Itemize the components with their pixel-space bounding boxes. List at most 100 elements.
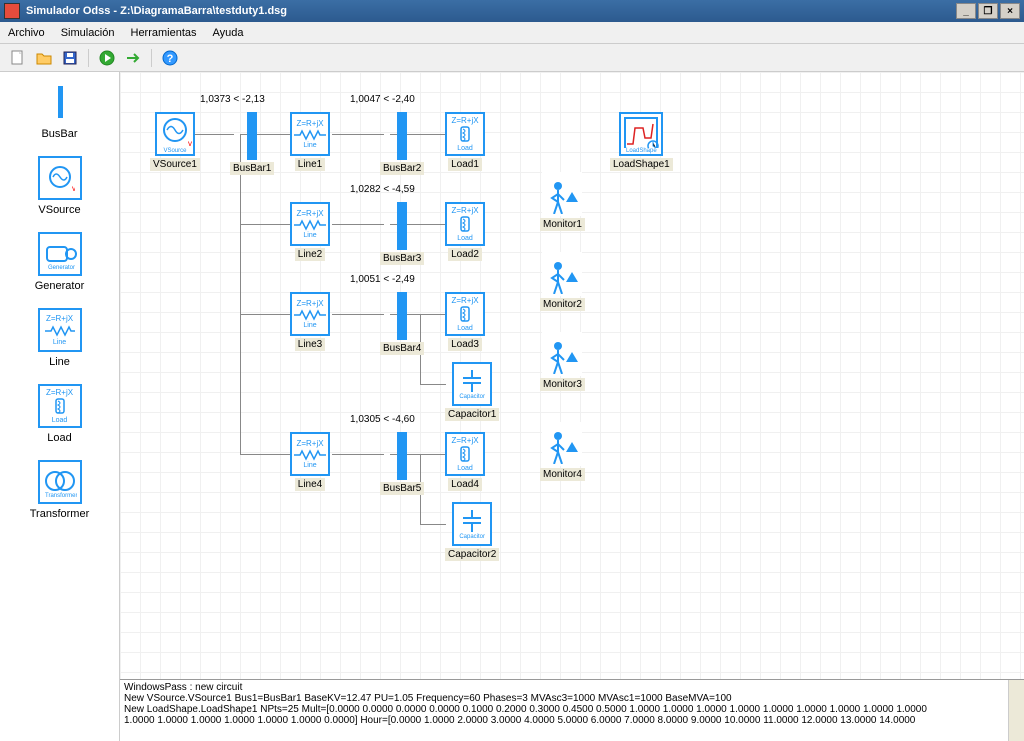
component-monitor4[interactable]: Monitor4 xyxy=(540,422,585,481)
palette-busbar[interactable]: BusBar xyxy=(38,80,82,140)
line-icon: Z=R+jXLine xyxy=(290,432,330,476)
transformer-icon: Transformer xyxy=(38,460,82,504)
help-button[interactable]: ? xyxy=(160,48,180,68)
busbar-icon xyxy=(38,80,82,124)
component-label: Line3 xyxy=(295,338,325,351)
new-button[interactable] xyxy=(8,48,28,68)
component-label: Line2 xyxy=(295,248,325,261)
palette-label: VSource xyxy=(38,204,80,216)
component-label: VSource1 xyxy=(150,158,200,171)
save-disk-icon xyxy=(62,50,78,66)
component-capacitor1[interactable]: Capacitor Capacitor1 xyxy=(445,362,499,421)
busbar-icon xyxy=(397,202,407,250)
busbar-icon xyxy=(397,292,407,340)
menu-ayuda[interactable]: Ayuda xyxy=(213,27,244,39)
wire xyxy=(332,224,384,225)
component-label: BusBar2 xyxy=(380,162,424,175)
canvas-wrap: vVSource VSource1 BusBar1 1,0373 < -2,13 Z=R… xyxy=(120,72,1024,741)
component-load2[interactable]: Z=R+jXLoadLoad2 xyxy=(445,202,485,261)
close-button[interactable]: × xyxy=(1000,3,1020,19)
component-label: Monitor2 xyxy=(540,298,585,311)
toolbar: ? xyxy=(0,44,1024,72)
component-busbar4[interactable]: BusBar4 xyxy=(380,292,424,355)
component-monitor1[interactable]: Monitor1 xyxy=(540,172,585,231)
wire xyxy=(240,224,292,225)
wire xyxy=(420,384,446,385)
component-busbar3[interactable]: BusBar3 xyxy=(380,202,424,265)
run-button[interactable] xyxy=(97,48,117,68)
output-line: New LoadShape.LoadShape1 NPts=25 Mult=[0… xyxy=(124,704,1020,715)
monitor-icon xyxy=(542,172,582,216)
vsource-icon: vVSource xyxy=(155,112,195,156)
component-label: Monitor3 xyxy=(540,378,585,391)
menu-simulacion[interactable]: Simulación xyxy=(61,27,115,39)
scrollbar-vertical[interactable] xyxy=(1008,680,1024,741)
component-label: Capacitor1 xyxy=(445,408,499,421)
help-icon: ? xyxy=(162,50,178,66)
svg-text:v: v xyxy=(188,139,192,148)
output-line: 1.0000 1.0000 1.0000 1.0000 1.0000 1.000… xyxy=(124,715,1020,726)
maximize-button[interactable]: ❐ xyxy=(978,3,998,19)
component-vsource1[interactable]: vVSource VSource1 xyxy=(150,112,200,171)
component-label: BusBar1 xyxy=(230,162,274,175)
wire xyxy=(240,314,292,315)
wire xyxy=(332,454,384,455)
component-label: BusBar3 xyxy=(380,252,424,265)
monitor-icon xyxy=(542,422,582,466)
component-loadshape1[interactable]: LoadShape LoadShape1 xyxy=(610,112,673,171)
component-load3[interactable]: Z=R+jXLoadLoad3 xyxy=(445,292,485,351)
open-folder-icon xyxy=(36,50,52,66)
component-label: Load2 xyxy=(448,248,482,261)
component-label: LoadShape1 xyxy=(610,158,673,171)
component-busbar5[interactable]: BusBar5 xyxy=(380,432,424,495)
open-button[interactable] xyxy=(34,48,54,68)
component-label: Capacitor2 xyxy=(445,548,499,561)
palette-vsource[interactable]: v VSource xyxy=(38,156,82,216)
bus-annotation: 1,0305 < -4,60 xyxy=(350,414,415,425)
component-line3[interactable]: Z=R+jXLineLine3 xyxy=(290,292,330,351)
window-title: Simulador Odss - Z:\DiagramaBarra\testdu… xyxy=(26,5,956,17)
new-file-icon xyxy=(10,50,26,66)
palette-load[interactable]: Z=R+jX Load Load xyxy=(38,384,82,444)
arrow-right-icon xyxy=(125,50,141,66)
palette-label: BusBar xyxy=(41,128,77,140)
svg-text:v: v xyxy=(72,184,75,193)
component-label: Line4 xyxy=(295,478,325,491)
component-line4[interactable]: Z=R+jXLine Line4 xyxy=(290,432,330,491)
component-load1[interactable]: Z=R+jXLoadLoad1 xyxy=(445,112,485,171)
forward-button[interactable] xyxy=(123,48,143,68)
component-label: Line1 xyxy=(295,158,325,171)
loadshape-icon: LoadShape xyxy=(619,112,663,156)
palette-label: Transformer xyxy=(30,508,90,520)
component-palette: BusBar v VSource Generator Generator Z=R… xyxy=(0,72,120,741)
line-icon: Z=R+jX Line xyxy=(38,308,82,352)
component-busbar1[interactable]: BusBar1 xyxy=(230,112,274,175)
menu-herramientas[interactable]: Herramientas xyxy=(131,27,197,39)
palette-transformer[interactable]: Transformer Transformer xyxy=(30,460,90,520)
component-monitor3[interactable]: Monitor3 xyxy=(540,332,585,391)
busbar-icon xyxy=(247,112,257,160)
palette-line[interactable]: Z=R+jX Line Line xyxy=(38,308,82,368)
component-load4[interactable]: Z=R+jXLoadLoad4 xyxy=(445,432,485,491)
bus-annotation: 1,0047 < -2,40 xyxy=(350,94,415,105)
titlebar: Simulador Odss - Z:\DiagramaBarra\testdu… xyxy=(0,0,1024,22)
component-label: Monitor4 xyxy=(540,468,585,481)
minimize-button[interactable]: _ xyxy=(956,3,976,19)
component-busbar2[interactable]: BusBar2 xyxy=(380,112,424,175)
component-line1[interactable]: Z=R+jXLine Line1 xyxy=(290,112,330,171)
capacitor-icon: Capacitor xyxy=(452,362,492,406)
diagram-canvas[interactable]: vVSource VSource1 BusBar1 1,0373 < -2,13 Z=R… xyxy=(120,72,1024,679)
menu-archivo[interactable]: Archivo xyxy=(8,27,45,39)
component-label: BusBar5 xyxy=(380,482,424,495)
component-monitor2[interactable]: Monitor2 xyxy=(540,252,585,311)
palette-generator[interactable]: Generator Generator xyxy=(35,232,85,292)
main-area: BusBar v VSource Generator Generator Z=R… xyxy=(0,72,1024,741)
component-line2[interactable]: Z=R+jXLineLine2 xyxy=(290,202,330,261)
save-button[interactable] xyxy=(60,48,80,68)
load-icon: Z=R+jX Load xyxy=(38,384,82,428)
line-icon: Z=R+jXLine xyxy=(290,112,330,156)
component-capacitor2[interactable]: CapacitorCapacitor2 xyxy=(445,502,499,561)
menubar: Archivo Simulación Herramientas Ayuda xyxy=(0,22,1024,44)
bus-annotation: 1,0373 < -2,13 xyxy=(200,94,265,105)
component-label: Monitor1 xyxy=(540,218,585,231)
